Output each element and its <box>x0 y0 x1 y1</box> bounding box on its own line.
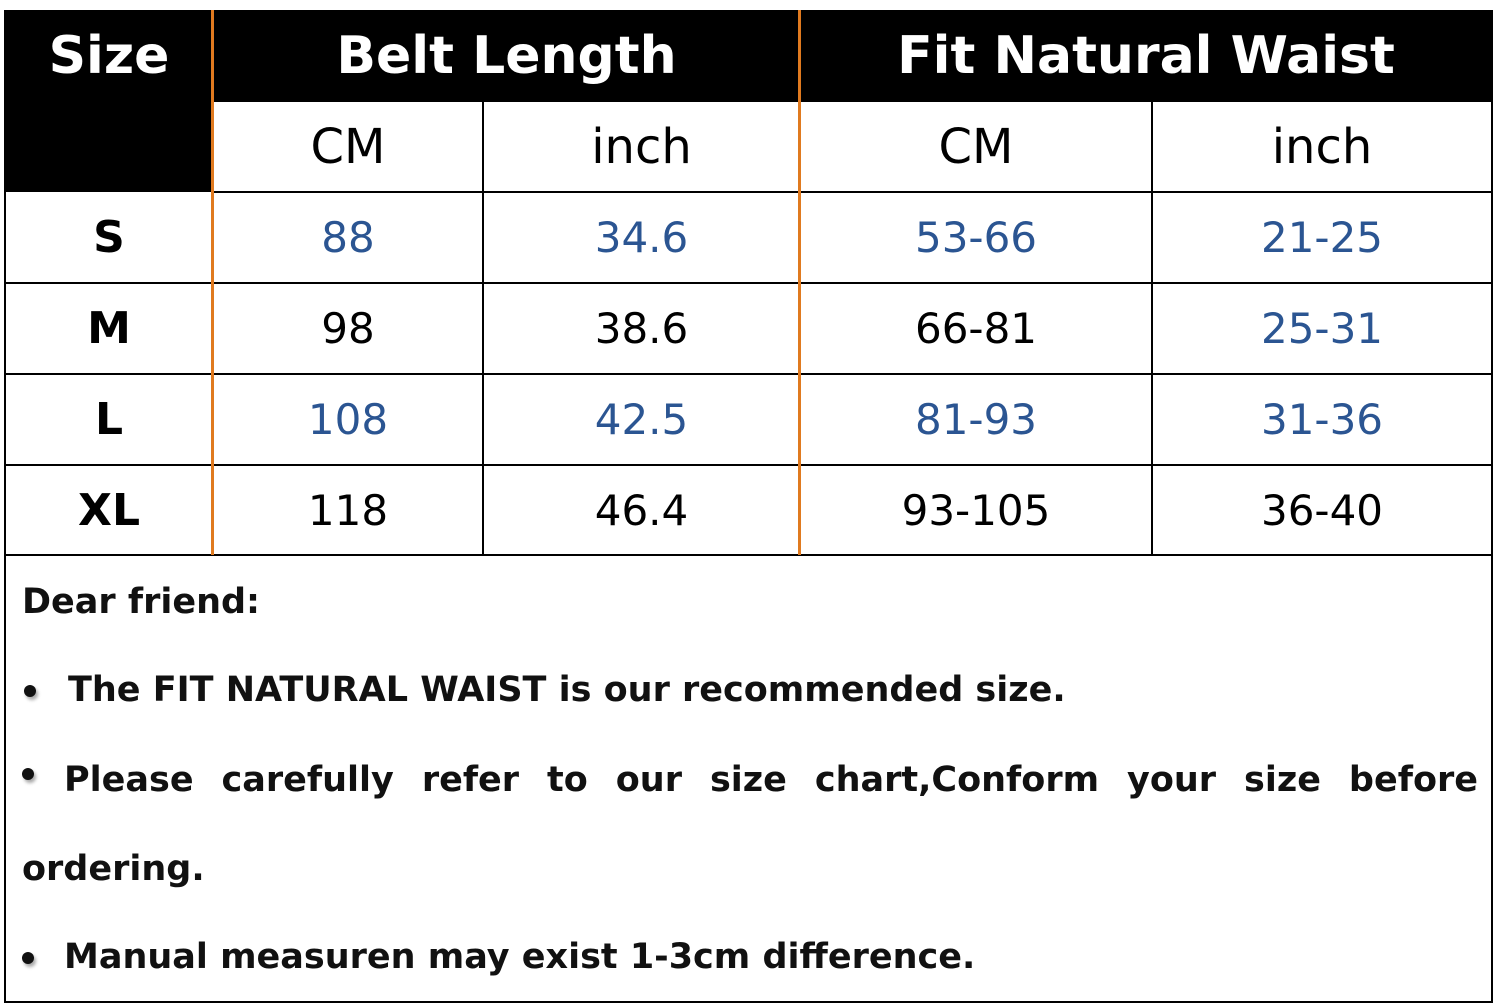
row-line <box>5 373 1493 375</box>
note-item: The FIT NATURAL WAIST is our recommended… <box>68 670 1066 710</box>
size-value: 46.4 <box>594 486 689 535</box>
column-line <box>482 102 484 555</box>
size-value: 25-31 <box>1260 304 1384 353</box>
greeting: Dear friend: <box>22 582 261 622</box>
size-label: XL <box>78 485 140 536</box>
header-band <box>5 10 1493 102</box>
size-label: S <box>93 212 125 263</box>
size-value: 66-81 <box>914 304 1038 353</box>
group-divider <box>211 10 214 555</box>
size-value: 108 <box>307 395 389 444</box>
bullet <box>22 952 34 964</box>
size-value: 36-40 <box>1260 486 1384 535</box>
note-item: Please carefully refer to our size chart… <box>22 760 1478 889</box>
unit-header: inch <box>591 119 692 175</box>
size-label: M <box>87 303 131 354</box>
size-label: L <box>94 394 124 445</box>
size-value: 118 <box>307 486 389 535</box>
size-value: 88 <box>321 213 375 262</box>
size-header: Size <box>48 26 170 86</box>
row-line <box>213 191 1493 193</box>
size-value: 53-66 <box>914 213 1038 262</box>
size-value: 81-93 <box>914 395 1038 444</box>
group-header: Belt Length <box>336 26 677 86</box>
group-header: Fit Natural Waist <box>897 26 1395 86</box>
unit-header: inch <box>1271 119 1373 175</box>
bullet <box>22 768 34 780</box>
group-divider <box>798 10 801 555</box>
unit-header: CM <box>310 119 386 175</box>
size-header-band <box>5 102 213 192</box>
row-line <box>5 282 1493 284</box>
bullet <box>24 685 36 697</box>
size-value: 34.6 <box>594 213 689 262</box>
size-value: 38.6 <box>594 304 689 353</box>
size-value: 42.5 <box>594 395 689 444</box>
column-line <box>1151 102 1153 555</box>
unit-header: CM <box>938 119 1014 175</box>
size-value: 98 <box>321 304 375 353</box>
note-item: Manual measuren may exist 1-3cm differen… <box>64 937 976 977</box>
row-line <box>5 554 1493 556</box>
row-line <box>5 464 1493 466</box>
size-value: 21-25 <box>1260 213 1384 262</box>
size-value: 93-105 <box>901 486 1051 535</box>
size-value: 31-36 <box>1260 395 1384 444</box>
